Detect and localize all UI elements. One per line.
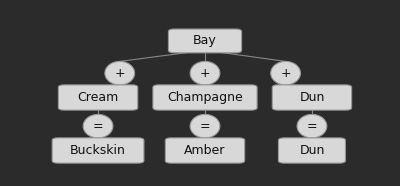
FancyBboxPatch shape bbox=[278, 138, 346, 163]
Ellipse shape bbox=[190, 61, 220, 85]
Text: +: + bbox=[114, 67, 125, 80]
FancyBboxPatch shape bbox=[58, 85, 138, 110]
FancyBboxPatch shape bbox=[165, 138, 245, 163]
Text: Cream: Cream bbox=[78, 91, 119, 104]
Ellipse shape bbox=[271, 61, 300, 85]
Ellipse shape bbox=[83, 114, 113, 138]
Text: Bay: Bay bbox=[193, 34, 217, 47]
Text: Amber: Amber bbox=[184, 144, 226, 157]
Text: =: = bbox=[200, 120, 210, 133]
Text: =: = bbox=[93, 120, 103, 133]
Text: =: = bbox=[307, 120, 317, 133]
Text: Dun: Dun bbox=[299, 144, 325, 157]
FancyBboxPatch shape bbox=[272, 85, 352, 110]
Text: +: + bbox=[200, 67, 210, 80]
FancyBboxPatch shape bbox=[52, 138, 144, 163]
Text: Champagne: Champagne bbox=[167, 91, 243, 104]
Text: +: + bbox=[280, 67, 291, 80]
Ellipse shape bbox=[190, 114, 220, 138]
FancyBboxPatch shape bbox=[168, 29, 242, 53]
Ellipse shape bbox=[105, 61, 135, 85]
FancyBboxPatch shape bbox=[153, 85, 257, 110]
Ellipse shape bbox=[297, 114, 327, 138]
Text: Buckskin: Buckskin bbox=[70, 144, 126, 157]
Text: Dun: Dun bbox=[299, 91, 325, 104]
